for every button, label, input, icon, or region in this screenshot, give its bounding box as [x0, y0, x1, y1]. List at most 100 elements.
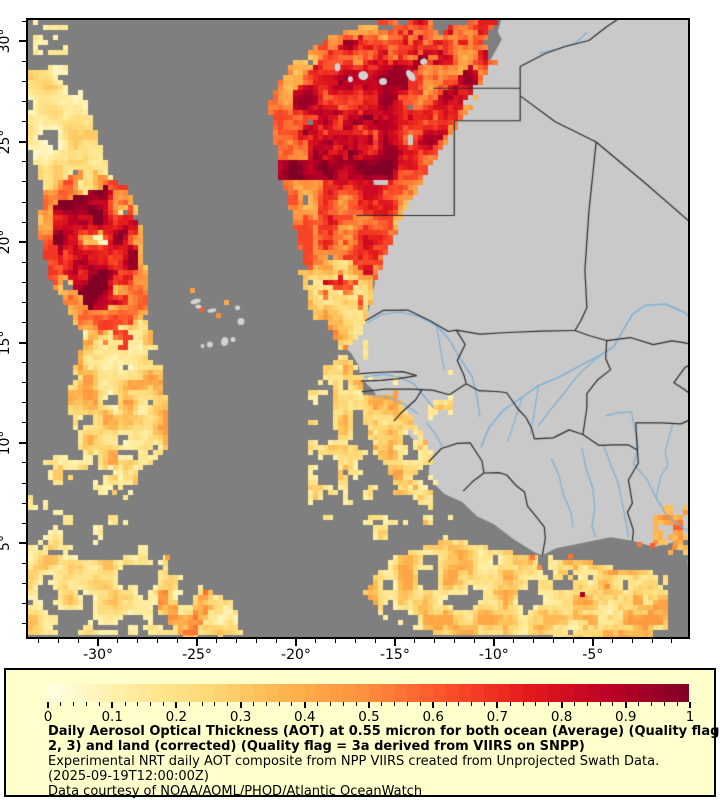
colorbar-step	[612, 684, 626, 702]
colorbar-major-tick	[368, 702, 370, 708]
colorbar-step	[266, 684, 279, 702]
colorbar-step	[355, 684, 369, 702]
colorbar-step	[99, 684, 113, 702]
colorbar-minor-tick	[522, 702, 524, 706]
x-minor-tick	[57, 639, 59, 643]
legend-panel: 0 0.1 0.2 0.3 0.4 0.5 0.6 0.7 0.8 0.9 1 Daily Aero…	[4, 668, 720, 799]
x-minor-tick	[335, 639, 337, 643]
x-minor-tick	[532, 639, 534, 643]
y-minor-tick	[22, 582, 26, 584]
x-minor-tick	[354, 639, 356, 643]
x-minor-tick	[38, 639, 40, 643]
colorbar-step	[522, 684, 536, 702]
x-minor-tick	[414, 639, 416, 643]
legend-credit: Data courtesy of NOAA/AOML/PHOD/Atlantic…	[48, 784, 423, 799]
x-major-tick	[97, 639, 100, 646]
colorbar-minor-tick	[342, 702, 344, 706]
colorbar-major-tick	[432, 702, 435, 708]
colorbar-minor-tick	[355, 702, 357, 706]
colorbar-step	[304, 684, 318, 702]
colorbar-step	[112, 684, 125, 702]
colorbar-step	[201, 684, 215, 702]
colorbar-major-tick	[560, 702, 563, 708]
legend-title-line2: 2, 3) and land (corrected) (Quality flag…	[48, 739, 585, 754]
colorbar-step	[60, 684, 74, 702]
y-minor-tick	[22, 522, 26, 524]
colorbar-minor-tick	[278, 702, 280, 706]
colorbar-step	[650, 684, 664, 702]
colorbar-step	[432, 684, 446, 702]
y-minor-tick	[22, 161, 26, 163]
legend-subtitle: Experimental NRT daily AOT composite fro…	[48, 754, 660, 769]
y-minor-tick	[22, 20, 26, 22]
colorbar-step	[73, 684, 87, 702]
colorbar-minor-tick	[548, 702, 550, 706]
y-major-tick	[19, 140, 26, 143]
x-tick-label: -25°	[182, 647, 212, 663]
colorbar-minor-tick	[663, 702, 665, 706]
colorbar-minor-tick	[419, 702, 421, 706]
colorbar-minor-tick	[188, 702, 190, 706]
x-tick-label: -15°	[379, 647, 410, 663]
colorbar-tick-label: 0.5	[358, 709, 380, 725]
colorbar-step	[420, 684, 433, 702]
colorbar-step	[471, 684, 485, 702]
x-minor-tick	[631, 639, 633, 643]
colorbar-tick-label: 0.1	[101, 709, 123, 725]
x-minor-tick	[77, 639, 79, 643]
colorbar-tick-label: 0.8	[550, 709, 573, 725]
map-plot-frame	[26, 18, 690, 639]
colorbar-minor-tick	[638, 702, 640, 706]
colorbar-step	[227, 684, 241, 702]
colorbar-major-tick	[689, 702, 691, 708]
colorbar-minor-tick	[163, 702, 165, 706]
colorbar-minor-tick	[227, 702, 229, 706]
y-tick-label: 5°	[0, 535, 13, 552]
colorbar-step	[124, 684, 138, 702]
colorbar-step	[445, 684, 459, 702]
colorbar-minor-tick	[329, 702, 331, 706]
colorbar-tick-label: 0.6	[422, 709, 444, 725]
colorbar-step	[189, 684, 202, 702]
legend-title-line1: Daily Aerosol Optical Thickness (AOT) at…	[48, 724, 720, 739]
colorbar-minor-tick	[650, 702, 652, 706]
y-minor-tick	[22, 321, 26, 323]
colorbar-step	[343, 684, 356, 702]
colorbar-major-tick	[175, 702, 178, 708]
colorbar-minor-tick	[394, 702, 396, 706]
colorbar-minor-tick	[445, 702, 447, 706]
y-minor-tick	[22, 402, 26, 404]
y-minor-tick	[22, 382, 26, 384]
y-tick-label: 15°	[0, 330, 13, 355]
x-minor-tick	[275, 639, 277, 643]
colorbar-minor-tick	[586, 702, 588, 706]
y-minor-tick	[22, 422, 26, 424]
y-minor-tick	[22, 502, 26, 504]
colorbar-major-tick	[624, 702, 627, 708]
colorbar-major-tick	[111, 702, 114, 708]
colorbar-tick-label: 0.4	[294, 709, 316, 725]
colorbar-minor-tick	[458, 702, 460, 706]
x-minor-tick	[176, 639, 178, 643]
colorbar-step	[625, 684, 639, 702]
aot-colorbar	[48, 684, 690, 702]
colorbar-step	[573, 684, 587, 702]
colorbar-step	[163, 684, 177, 702]
colorbar-minor-tick	[471, 702, 473, 706]
y-minor-tick	[22, 281, 26, 283]
colorbar-step	[535, 684, 549, 702]
colorbar-minor-tick	[317, 702, 319, 706]
y-minor-tick	[22, 101, 26, 103]
y-minor-tick	[22, 221, 26, 223]
colorbar-tick-label: 0.7	[486, 709, 509, 725]
colorbar-step	[368, 684, 382, 702]
y-minor-tick	[22, 201, 26, 203]
colorbar-step	[240, 684, 254, 702]
colorbar-minor-tick	[252, 702, 254, 706]
colorbar-tick-label: 0.9	[615, 709, 637, 725]
colorbar-step	[561, 684, 574, 702]
colorbar-minor-tick	[291, 702, 293, 706]
colorbar-minor-tick	[214, 702, 216, 706]
colorbar-tick-label: 1	[685, 709, 695, 725]
